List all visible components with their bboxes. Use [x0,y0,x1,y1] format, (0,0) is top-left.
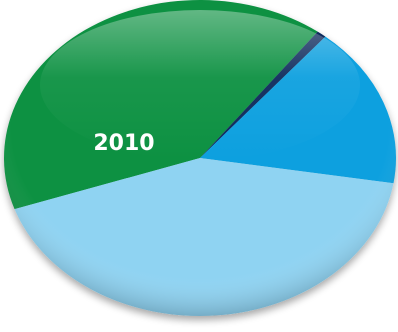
chart-label: 2010 [93,131,154,156]
pie-gloss-highlight [40,10,360,160]
